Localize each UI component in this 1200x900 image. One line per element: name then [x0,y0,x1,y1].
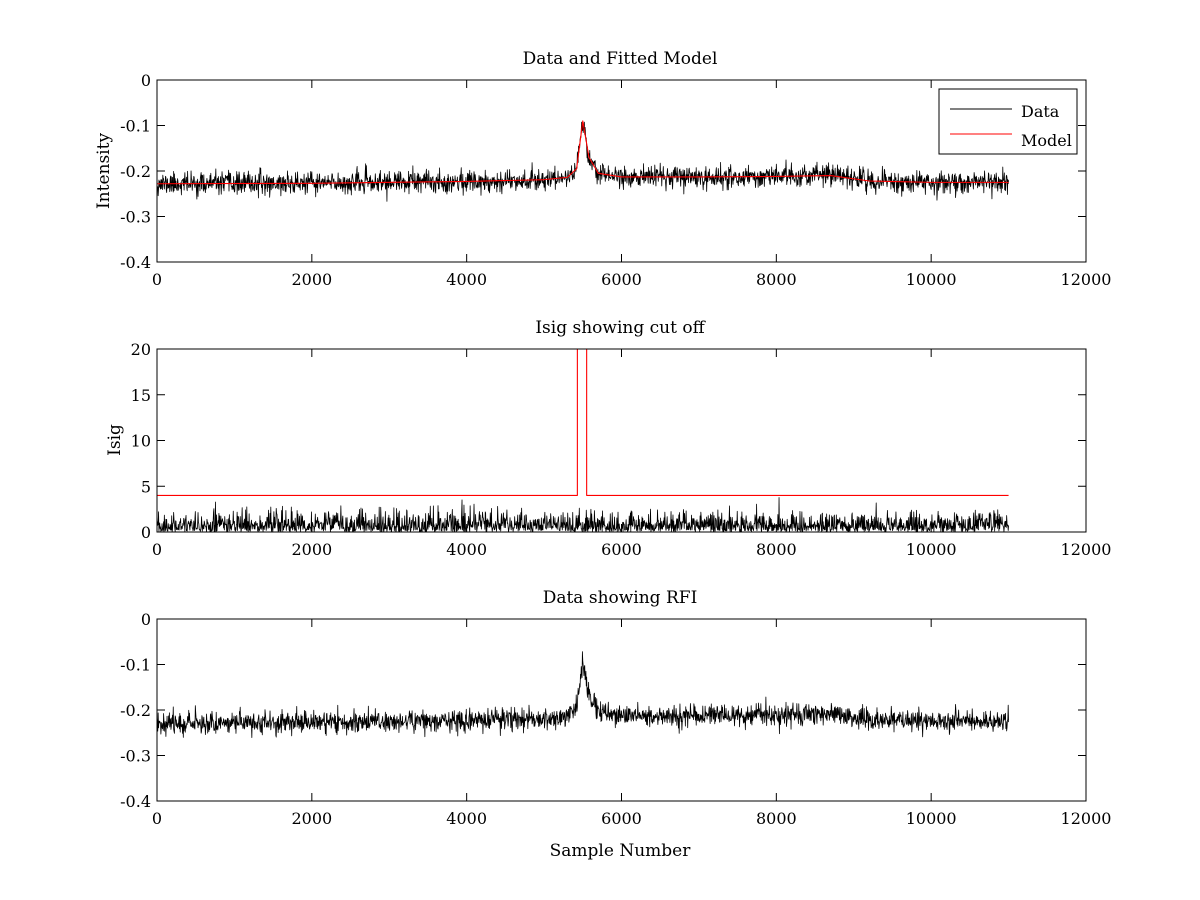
y-tick-label: -0.1 [120,117,151,136]
x-tick-label: 10000 [906,540,957,559]
series-data [156,651,1009,738]
y-tick-label: -0.1 [120,656,151,675]
x-tick-label: 0 [152,270,162,289]
legend-box [938,88,1078,155]
series-model [156,120,1009,185]
y-tick-label: -0.4 [120,253,151,272]
panel-data-and-fitted-model: Data and Fitted Model Intensity 0 2000 400… [94,49,1111,289]
x-tick-label: 6000 [601,270,642,289]
x-tick-label: 4000 [446,809,487,828]
x-tick-label: 12000 [1061,540,1112,559]
x-axis-label: Sample Number [550,841,692,861]
x-tick-label: 0 [152,809,162,828]
y-tick-label: 15 [131,386,151,405]
axes-layer: 0 2000 4000 6000 8000 10000 12000 0 -0.1 -0.2 -0.3… [120,610,1111,828]
legend: Data Model [938,88,1078,155]
x-tick-label: 12000 [1061,270,1112,289]
x-tick-label: 12000 [1061,809,1112,828]
series-layer [156,120,1009,202]
y-axis-label: Isig [105,424,125,456]
x-tick-label: 8000 [756,270,797,289]
y-tick-label: 0 [141,610,151,629]
x-tick-label: 6000 [601,809,642,828]
y-tick-label: 10 [131,432,151,451]
x-tick-label: 10000 [906,809,957,828]
series-isig [156,497,1009,533]
x-tick-label: 2000 [291,540,332,559]
y-tick-label: -0.3 [120,747,151,766]
y-tick-label: -0.2 [120,162,151,181]
y-tick-label: 20 [131,340,151,359]
x-tick-label: 4000 [446,540,487,559]
panel-title: Data and Fitted Model [523,49,718,69]
x-tick-label: 10000 [906,270,957,289]
y-tick-label: -0.4 [120,792,151,811]
axes-layer: 0 2000 4000 6000 8000 10000 12000 0 5 10 15 20 [131,340,1112,559]
panel-isig-showing-cut-off: Isig showing cut off Isig 0 2000 4000 6000 8… [105,318,1111,559]
series-layer [156,651,1009,738]
y-tick-label: 5 [141,477,151,496]
x-tick-label: 2000 [291,270,332,289]
x-tick-label: 2000 [291,809,332,828]
y-tick-label: -0.3 [120,208,151,227]
x-tick-label: 8000 [756,809,797,828]
panel-title: Data showing RFI [543,588,698,608]
panel-title: Isig showing cut off [535,318,706,338]
series-data [156,121,1009,202]
x-tick-label: 6000 [601,540,642,559]
axes-layer: 0 2000 4000 6000 8000 10000 12000 0 -0.1 -0.2 -0.3… [120,71,1111,289]
x-tick-label: 4000 [446,270,487,289]
x-tick-label: 8000 [756,540,797,559]
legend-label-model: Model [1021,131,1072,150]
y-tick-label: -0.2 [120,701,151,720]
y-axis-label: Intensity [94,133,114,209]
y-tick-label: 0 [141,71,151,90]
legend-label-data: Data [1021,102,1060,121]
y-tick-label: 0 [141,523,151,542]
x-tick-label: 0 [152,540,162,559]
panel-data-showing-rfi: Data showing RFI Sample Number 0 2000 4000… [120,588,1111,861]
